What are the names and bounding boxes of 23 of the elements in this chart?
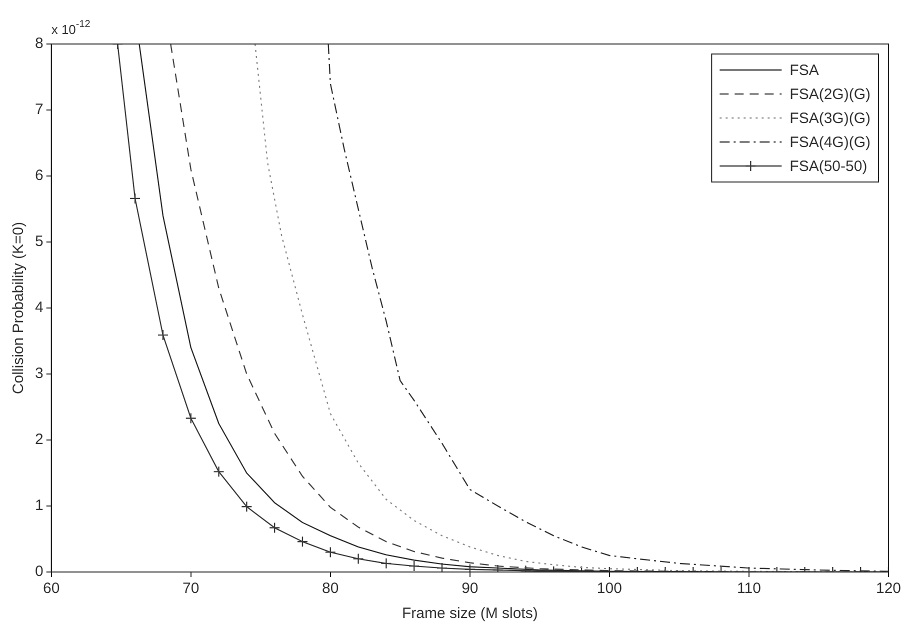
legend-label: FSA(3G)(G)	[790, 110, 870, 128]
y-tick-label: 1	[35, 497, 44, 514]
x-tick-label: 80	[322, 580, 339, 598]
y-axis-title: Collision Probability (K=0)	[10, 222, 28, 394]
y-tick-label: 5	[35, 233, 44, 250]
x-axis-title: Frame size (M slots)	[402, 605, 538, 622]
y-tick-label: 3	[35, 365, 44, 382]
y-tick-label: 6	[35, 167, 44, 184]
legend-label: FSA(50-50)	[790, 158, 868, 176]
y-tick-label: 7	[35, 101, 44, 118]
y-tick-label: 2	[35, 431, 44, 448]
y-tick-label: 8	[35, 35, 44, 52]
x-tick-label: 120	[876, 580, 901, 598]
x-tick-label: 90	[462, 580, 478, 598]
x-tick-label: 100	[596, 580, 622, 598]
x-tick-label: 70	[182, 580, 200, 598]
y-tick-label: 0	[35, 563, 44, 580]
legend-label: FSA(4G)(G)	[790, 134, 870, 152]
legend-label: FSA	[790, 62, 819, 80]
x-tick-label: 60	[43, 580, 60, 598]
legend-label: FSA(2G)(G)	[790, 86, 870, 104]
y-tick-label: 4	[35, 299, 44, 316]
x-tick-label: 110	[737, 580, 761, 598]
